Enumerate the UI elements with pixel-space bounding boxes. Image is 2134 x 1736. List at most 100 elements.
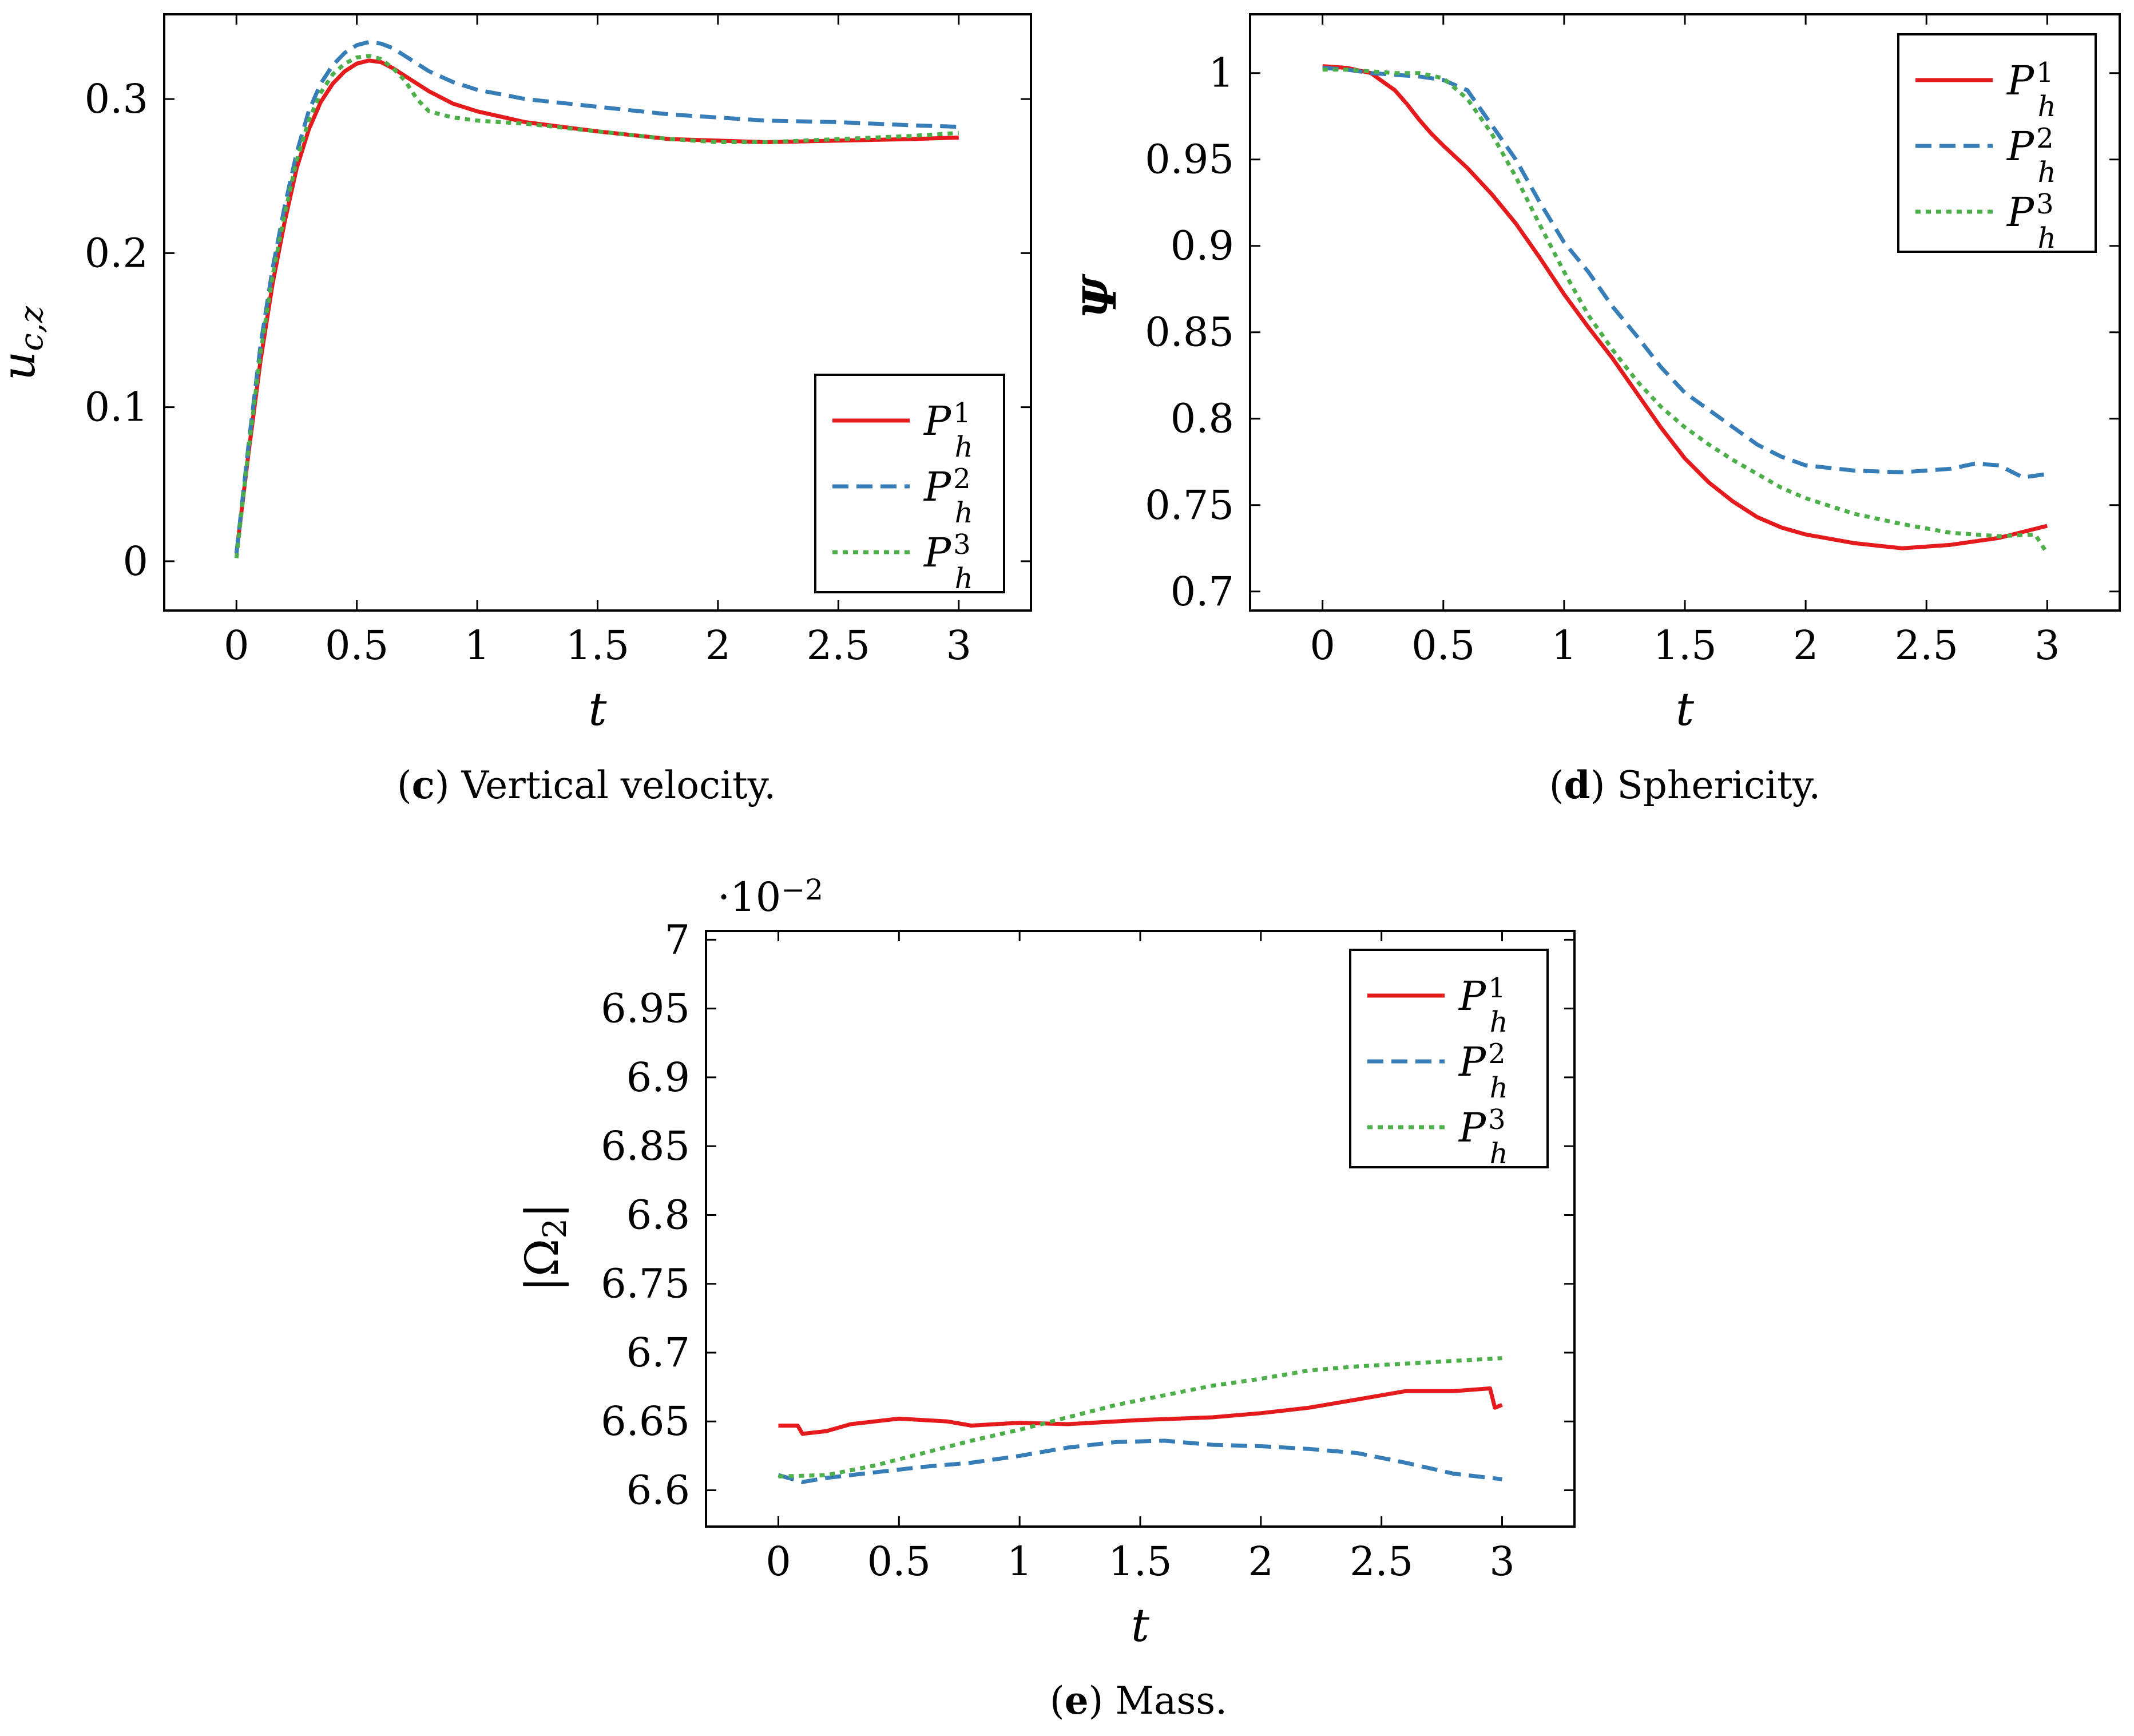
legend-label-sub: h	[955, 496, 973, 529]
y-axis-label: uc,z	[0, 306, 50, 381]
legend-label-main: P	[1458, 973, 1487, 1020]
caption-letter: d	[1564, 763, 1590, 807]
legend-label-main: P	[2006, 57, 2035, 104]
x-tick-label: 2	[1248, 1538, 1274, 1585]
y-tick-label: 0.3	[85, 76, 148, 122]
legend-label-main: P	[923, 398, 952, 445]
x-tick-label: 1.5	[566, 622, 629, 669]
series-line-1	[778, 1386, 1503, 1436]
legend-label-3: P3 h	[923, 529, 973, 595]
axis-multiplier-base: ·10	[717, 874, 781, 921]
y-tick-label: 0.2	[85, 229, 148, 276]
legend-label-sup: 2	[1488, 1038, 1506, 1070]
legend-label-sup: 3	[953, 529, 971, 561]
x-tick-label: 0	[765, 1538, 791, 1585]
y-tick-label: 0.85	[1145, 309, 1234, 356]
x-tick-label: 1.5	[1653, 622, 1716, 669]
legend-label-2: P2 h	[2006, 122, 2056, 189]
x-tick-label: 2	[705, 622, 731, 669]
legend: P1 hP2 hP3 h	[1349, 949, 1549, 1170]
legend-label-main: P	[1458, 1039, 1487, 1085]
legend-label-sup: 1	[1488, 972, 1506, 1004]
caption-close: )	[1089, 1679, 1104, 1723]
legend-label-sup: 1	[2036, 57, 2054, 89]
x-tick-label: 0	[1310, 622, 1335, 669]
chart-panel-e: 0 0.5 1 1.5 2 2.5 3 6.6 6.65 6.7 6.75 6.8 6.85 6.9 6.9…	[515, 873, 1576, 1723]
y-tick-label: 6.7	[626, 1329, 690, 1376]
caption-open: (	[397, 763, 412, 807]
legend-box	[814, 374, 1005, 593]
y-tick-label: 6.85	[601, 1123, 690, 1170]
y-tick-label: 6.65	[601, 1398, 690, 1445]
axis-multiplier: ·10−2	[717, 873, 823, 921]
x-tick-label: 3	[1489, 1538, 1515, 1585]
y-tick-label: 6.75	[601, 1261, 690, 1307]
legend: P1 hP2 hP3 h	[814, 374, 1005, 595]
legend-label-main: P	[1458, 1104, 1487, 1151]
caption: (d) Sphericity.	[1549, 763, 1820, 807]
series-line-2	[778, 1438, 1502, 1484]
y-tick-label: 6.95	[601, 985, 690, 1032]
legend-label-sub: h	[2038, 221, 2056, 255]
caption-open: (	[1050, 1679, 1065, 1723]
legend-label-sup: 2	[953, 463, 971, 495]
legend-label-3: P3 h	[1458, 1104, 1508, 1170]
y-tick-label: 0.75	[1145, 482, 1234, 529]
legend-label-sub: h	[2038, 90, 2056, 123]
y-axis-label-main: u	[0, 351, 45, 381]
x-tick-label: 0.5	[325, 622, 388, 669]
y-tick-label: 0.1	[85, 384, 148, 431]
series-group	[1322, 64, 2049, 555]
caption-close: )	[435, 763, 450, 807]
legend-label-main: P	[2006, 123, 2035, 170]
legend-label-main: P	[923, 463, 952, 510]
legend-label-1: P1 h	[1458, 972, 1508, 1039]
series-line-2	[234, 40, 959, 554]
y-tick-label: 6.6	[626, 1467, 690, 1514]
y-axis-label-main: |Ω	[515, 1239, 569, 1292]
y-tick-label: 0	[122, 538, 148, 585]
series-line-1	[1322, 64, 2048, 550]
legend-label-main: P	[2006, 189, 2035, 236]
caption: (e) Mass.	[1050, 1678, 1227, 1723]
y-tick-label: 0.8	[1171, 395, 1234, 442]
y-axis-label-sub: c,z	[13, 306, 50, 351]
y-tick-label: 7	[664, 916, 690, 963]
y-axis-label-main: Ψ	[1073, 274, 1127, 319]
y-tick-label: 1	[1208, 50, 1234, 97]
y-axis-label: |Ω2|	[515, 1203, 574, 1292]
caption-open: (	[1549, 763, 1564, 807]
x-tick-label: 1	[1552, 622, 1577, 669]
legend-label-sub: h	[1490, 1137, 1508, 1170]
x-axis-label: t	[588, 683, 607, 736]
x-tick-label: 0.5	[867, 1538, 931, 1585]
legend-label-sub: h	[955, 430, 973, 463]
y-tick-label: 6.8	[626, 1191, 690, 1238]
caption-text: Vertical velocity.	[450, 763, 776, 807]
caption-letter: c	[412, 763, 435, 807]
y-axis-label: Ψ	[1073, 274, 1127, 319]
x-tick-label: 2	[1793, 622, 1819, 669]
x-tick-label: 2.5	[1350, 1538, 1413, 1585]
legend-label-sub: h	[2038, 156, 2056, 189]
caption-text: Sphericity.	[1605, 763, 1820, 807]
caption-close: )	[1590, 763, 1605, 807]
series-group	[234, 40, 959, 558]
legend-label-sub: h	[955, 562, 973, 595]
x-tick-label: 2.5	[807, 622, 870, 669]
series-line-3	[1322, 68, 2049, 555]
legend-label-sup: 3	[1488, 1104, 1506, 1136]
y-tick-label: 0.9	[1171, 223, 1234, 269]
series-line-2	[1322, 66, 2048, 479]
caption-text: Mass.	[1103, 1679, 1227, 1723]
legend-label-main: P	[923, 529, 952, 576]
series-group	[778, 1356, 1503, 1484]
series-line-3	[234, 54, 959, 558]
y-tick-label: 0.7	[1171, 568, 1234, 615]
y-axis-label-end: |	[515, 1203, 569, 1218]
legend: P1 hP2 hP3 h	[1897, 33, 2097, 255]
x-axis-label: t	[1676, 683, 1695, 736]
legend-label-sup: 2	[2036, 122, 2054, 154]
